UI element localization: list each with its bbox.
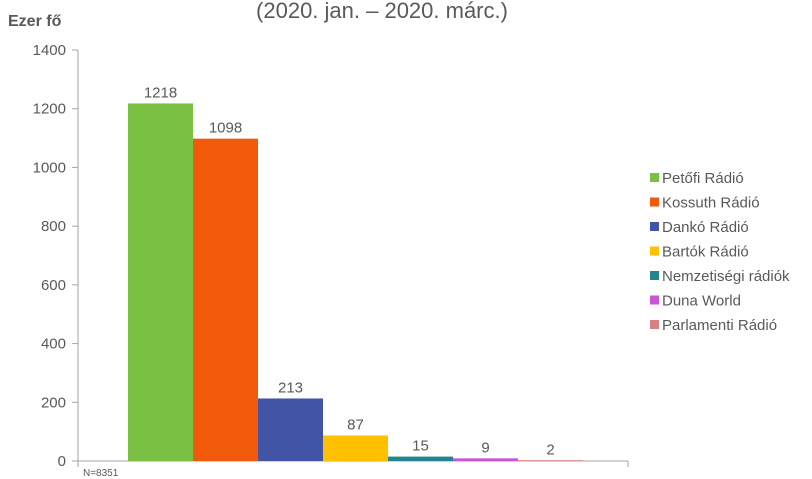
sample-size-note: N=8351 [83, 468, 119, 479]
data-label-4: 87 [347, 416, 364, 433]
legend-swatch-5 [650, 271, 659, 280]
chart-title: (2020. jan. – 2020. márc.) [256, 0, 508, 23]
y-axis-label: Ezer fő [8, 13, 62, 30]
y-tick-label: 400 [41, 336, 66, 353]
legend-swatch-6 [650, 295, 659, 305]
y-tick-label: 600 [41, 277, 66, 294]
bar-1 [128, 103, 193, 462]
bars [128, 103, 583, 462]
y-tick-label: 0 [58, 453, 66, 470]
data-label-1: 1218 [144, 84, 177, 101]
data-label-7: 2 [546, 441, 554, 458]
y-tick-label: 200 [41, 394, 66, 411]
y-tick-label: 1000 [33, 159, 66, 176]
y-tick-label: 1200 [33, 101, 66, 118]
legend-label-6: Duna World [662, 293, 741, 310]
legend-swatch-4 [650, 246, 659, 256]
y-tick-label: 1400 [33, 42, 66, 59]
legend-label-2: Kossuth Rádió [662, 195, 760, 212]
legend-swatch-7 [650, 320, 659, 329]
legend-label-1: Petőfi Rádió [662, 170, 744, 187]
legend-label-5: Nemzetiségi rádiók [662, 268, 790, 285]
legend-swatch-1 [650, 173, 659, 182]
bar-4 [323, 435, 388, 461]
legend-label-3: Dankó Rádió [662, 219, 749, 236]
data-label-2: 1098 [209, 120, 242, 137]
bar-7 [518, 460, 583, 461]
legend-swatch-2 [650, 197, 659, 207]
data-label-5: 15 [412, 438, 429, 455]
bar-3 [258, 398, 323, 461]
y-tick-label: 800 [41, 218, 66, 235]
legend-label-4: Bartók Rádió [662, 244, 749, 261]
y-ticks: 0 200 400 600 800 1000 1200 1400 [33, 42, 629, 470]
bar-6 [453, 458, 518, 461]
bar-5 [388, 456, 453, 461]
bar-2 [193, 138, 258, 461]
data-label-3: 213 [278, 379, 303, 396]
legend-label-7: Parlamenti Rádió [662, 317, 777, 334]
legend: Petőfi Rádió Kossuth Rádió Dankó Rádió Bart… [650, 170, 790, 334]
data-labels: 1218 1098 213 87 15 9 2 [144, 84, 555, 458]
legend-swatch-3 [650, 222, 659, 231]
data-label-6: 9 [481, 439, 489, 456]
